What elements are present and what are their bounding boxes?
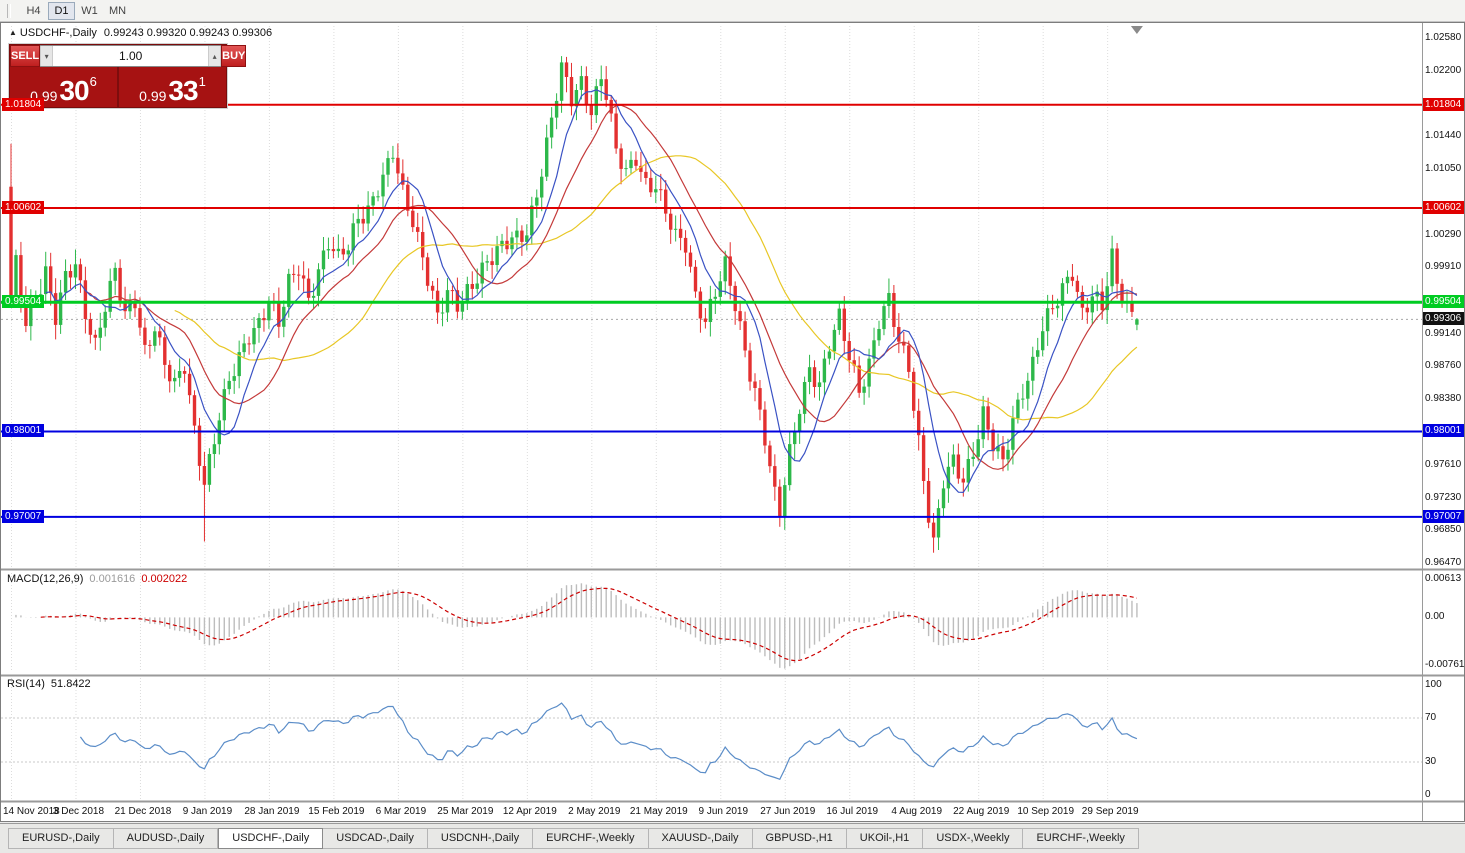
price-axis-label: 0.96470 xyxy=(1425,557,1462,568)
rsi-indicator-label: RSI(14) 51.8422 xyxy=(7,678,91,690)
macd-axis-label: -0.00761 xyxy=(1425,658,1465,670)
rsi-pane-splitter[interactable] xyxy=(1,673,1464,677)
date-axis-label: 29 Sep 2019 xyxy=(1081,806,1139,817)
macd-axis-label: 0.00 xyxy=(1425,611,1445,623)
date-axis-label: 22 Aug 2019 xyxy=(953,806,1010,817)
price-axis-label: 1.01440 xyxy=(1425,129,1462,141)
hline-price-label: 1.00602 xyxy=(1423,200,1464,214)
rsi-value: 51.8422 xyxy=(50,678,91,690)
chart-tab-audusd-daily[interactable]: AUDUSD-,Daily xyxy=(113,828,219,849)
hline-price-label: 1.01804 xyxy=(1423,97,1464,111)
buy-price-big: 33 xyxy=(168,75,198,107)
chart-window: ▲ USDCHF-,Daily 0.99243 0.99320 0.99243 0.… xyxy=(0,22,1465,822)
rsi-name: RSI(14) xyxy=(7,678,45,690)
date-axis-label: 2 May 2019 xyxy=(568,806,621,817)
price-axis-label: 1.02580 xyxy=(1425,32,1462,44)
timeframe-button-w1[interactable]: W1 xyxy=(81,4,98,17)
date-axis-label: 28 Jan 2019 xyxy=(244,806,300,817)
price-axis-label: 0.98380 xyxy=(1425,392,1462,404)
rsi-axis-label: 0 xyxy=(1425,789,1431,800)
price-axis-label: 0.96850 xyxy=(1425,524,1462,536)
symbol-marker-icon: ▲ xyxy=(9,28,17,37)
toolbar-grip[interactable] xyxy=(7,3,11,18)
time-scale[interactable]: 14 Nov 2018 3 Dec 2018 21 Dec 2018 9 Jan 20… xyxy=(1,804,1422,821)
chart-symbol-title: USDCHF-,Daily xyxy=(19,27,97,39)
timeframe-button-d1[interactable]: D1 xyxy=(48,1,75,20)
sell-button[interactable]: SELL xyxy=(10,45,41,67)
price-axis-label: 1.00290 xyxy=(1425,228,1462,240)
sell-price-big: 30 xyxy=(59,75,89,107)
rsi-axis-label: 30 xyxy=(1425,756,1437,767)
volume-decrease-button[interactable]: ▾ xyxy=(40,46,54,66)
sell-price-prefix: 0.99 xyxy=(30,88,58,104)
price-axis-label: 1.02200 xyxy=(1425,64,1462,76)
macd-main-value: 0.001616 xyxy=(89,573,136,585)
timeframe-toolbar: H4 D1 W1 MN xyxy=(0,0,1465,22)
hline-price-label: 0.99504 xyxy=(1423,295,1464,309)
volume-increase-button[interactable]: ▴ xyxy=(208,46,222,66)
date-axis-label: 10 Sep 2019 xyxy=(1017,806,1075,817)
one-click-trade-panel: SELL ▾ ▴ BUY 0.99 30 6 0.99 33 1 xyxy=(9,44,247,108)
trade-panel-divider xyxy=(117,67,119,107)
buy-price-display[interactable]: 0.99 33 1 xyxy=(119,67,226,107)
chart-tab-ukoil-h1[interactable]: UKOil-,H1 xyxy=(846,828,924,849)
volume-input[interactable] xyxy=(53,46,209,66)
macd-name: MACD(12,26,9) xyxy=(7,573,84,585)
chart-tab-usdx-weekly[interactable]: USDX-,Weekly xyxy=(923,828,1024,849)
date-axis-label: 9 Jun 2019 xyxy=(698,806,749,817)
chart-tab-eurchf-weekly[interactable]: EURCHF-,Weekly xyxy=(1023,828,1139,849)
chart-tab-usdcad-daily[interactable]: USDCAD-,Daily xyxy=(323,828,428,849)
price-axis-label: 0.98760 xyxy=(1425,360,1462,372)
price-axis-label: 0.97610 xyxy=(1425,459,1462,471)
chart-tab-usdcnh-daily[interactable]: USDCNH-,Daily xyxy=(427,828,534,849)
rsi-axis-label: 100 xyxy=(1425,679,1442,690)
macd-pane-splitter[interactable] xyxy=(1,567,1464,571)
date-axis-label: 21 May 2019 xyxy=(629,806,688,817)
buy-price-sup: 1 xyxy=(198,74,206,89)
chart-tab-xauusd-daily[interactable]: XAUUSD-,Daily xyxy=(648,828,753,849)
date-axis-label: 25 Mar 2019 xyxy=(437,806,494,817)
price-axis-label: 0.97230 xyxy=(1425,491,1462,503)
macd-indicator-label: MACD(12,26,9) 0.001616 0.002022 xyxy=(7,573,187,585)
date-axis-label: 27 Jun 2019 xyxy=(760,806,816,817)
date-axis-label: 15 Feb 2019 xyxy=(308,806,365,817)
price-scale[interactable]: 1.02580 1.02200 1.01440 1.01050 1.00290 0.999… xyxy=(1423,23,1464,821)
buy-button[interactable]: BUY xyxy=(221,45,247,67)
date-axis-label: 6 Mar 2019 xyxy=(375,806,427,817)
chart-canvas[interactable] xyxy=(1,23,1464,821)
date-axis-label: 16 Jul 2019 xyxy=(826,806,879,817)
chart-tabs-bar: EURUSD-,Daily AUDUSD-,Daily USDCHF-,Daily U… xyxy=(0,823,1465,853)
chart-tab-usdchf-daily[interactable]: USDCHF-,Daily xyxy=(218,828,324,849)
buy-price-prefix: 0.99 xyxy=(139,88,167,104)
timeframe-button-mn[interactable]: MN xyxy=(108,4,127,17)
hline-price-label: 0.97007 xyxy=(1423,509,1464,523)
chart-ohlc-values: 0.99243 0.99320 0.99243 0.99306 xyxy=(103,27,273,39)
macd-axis-label: 0.00613 xyxy=(1425,573,1462,585)
chart-tab-eurusd-daily[interactable]: EURUSD-,Daily xyxy=(8,828,114,849)
chart-tab-gbpusd-h1[interactable]: GBPUSD-,H1 xyxy=(752,828,847,849)
date-axis-label: 21 Dec 2018 xyxy=(114,806,172,817)
price-axis-label: 1.01050 xyxy=(1425,163,1462,175)
chart-tab-eurchf-weekly[interactable]: EURCHF-,Weekly xyxy=(533,828,649,849)
macd-signal-value: 0.002022 xyxy=(141,573,188,585)
timeframe-button-h4[interactable]: H4 xyxy=(26,4,41,17)
date-axis-label: 9 Jan 2019 xyxy=(182,806,233,817)
current-price-label: 0.99306 xyxy=(1423,312,1464,326)
date-axis-label: 12 Apr 2019 xyxy=(502,806,557,817)
sell-price-display[interactable]: 0.99 30 6 xyxy=(10,67,117,107)
date-axis-label: 14 Nov 2018 xyxy=(3,806,60,817)
date-axis-label: 4 Aug 2019 xyxy=(891,806,943,817)
timeframe-buttons: H4 D1 W1 MN xyxy=(20,1,132,20)
rsi-axis-label: 70 xyxy=(1425,712,1437,723)
sell-price-sup: 6 xyxy=(89,74,97,89)
volume-field: ▾ ▴ xyxy=(40,45,222,67)
hline-price-label: 0.98001 xyxy=(1423,424,1464,438)
price-axis-label: 0.99140 xyxy=(1425,327,1462,339)
chart-ohlc-header: ▲ USDCHF-,Daily 0.99243 0.99320 0.99243 0.… xyxy=(9,27,272,39)
date-axis-label: 3 Dec 2018 xyxy=(52,806,105,817)
price-axis-label: 0.99910 xyxy=(1425,261,1462,273)
